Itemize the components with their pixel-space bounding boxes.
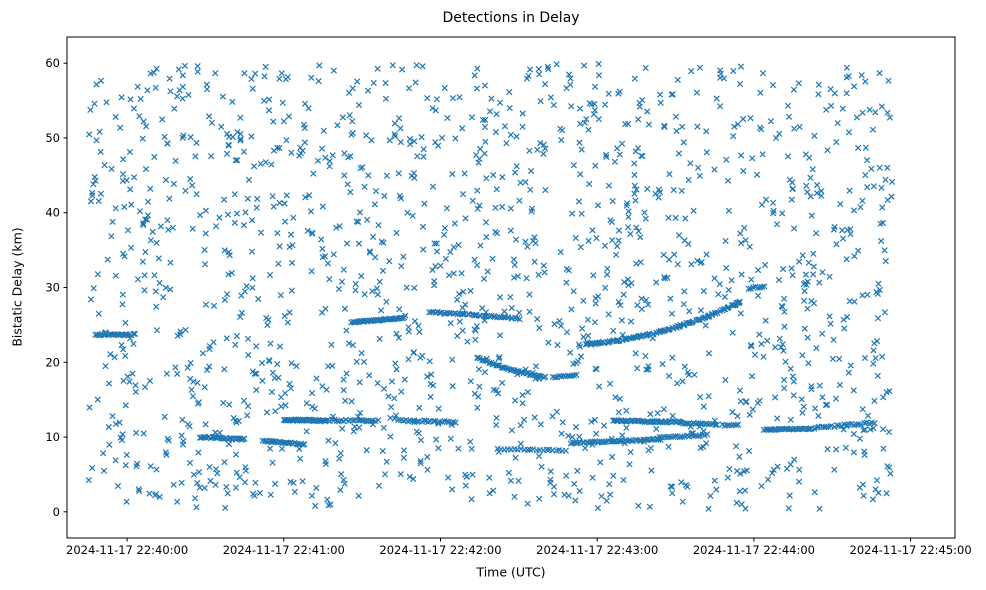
y-tick-label: 10 xyxy=(45,430,60,444)
y-tick-label: 60 xyxy=(45,56,60,70)
scatter-points xyxy=(85,60,896,512)
y-tick-label: 40 xyxy=(45,206,60,220)
tick-labels: 2024-11-17 22:40:00 2024-11-17 22:41:00 20… xyxy=(45,56,971,557)
x-tick-label: 2024-11-17 22:44:00 xyxy=(693,543,815,557)
x-tick-label: 2024-11-17 22:42:00 xyxy=(379,543,501,557)
x-tick-label: 2024-11-17 22:40:00 xyxy=(66,543,188,557)
y-tick-label: 20 xyxy=(45,355,60,369)
x-tick-label: 2024-11-17 22:45:00 xyxy=(850,543,972,557)
axes-frame xyxy=(66,36,956,539)
x-tick-label: 2024-11-17 22:41:00 xyxy=(223,543,345,557)
y-tick-label: 0 xyxy=(53,505,60,519)
y-tick-label: 50 xyxy=(45,131,60,145)
tick-marks xyxy=(63,62,912,542)
x-axis-label: Time (UTC) xyxy=(476,564,546,580)
chart-title: Detections in Delay xyxy=(442,10,580,26)
x-tick-label: 2024-11-17 22:43:00 xyxy=(536,543,658,557)
y-tick-label: 30 xyxy=(45,281,60,295)
y-axis-label: Bistatic Delay (km) xyxy=(9,227,25,347)
